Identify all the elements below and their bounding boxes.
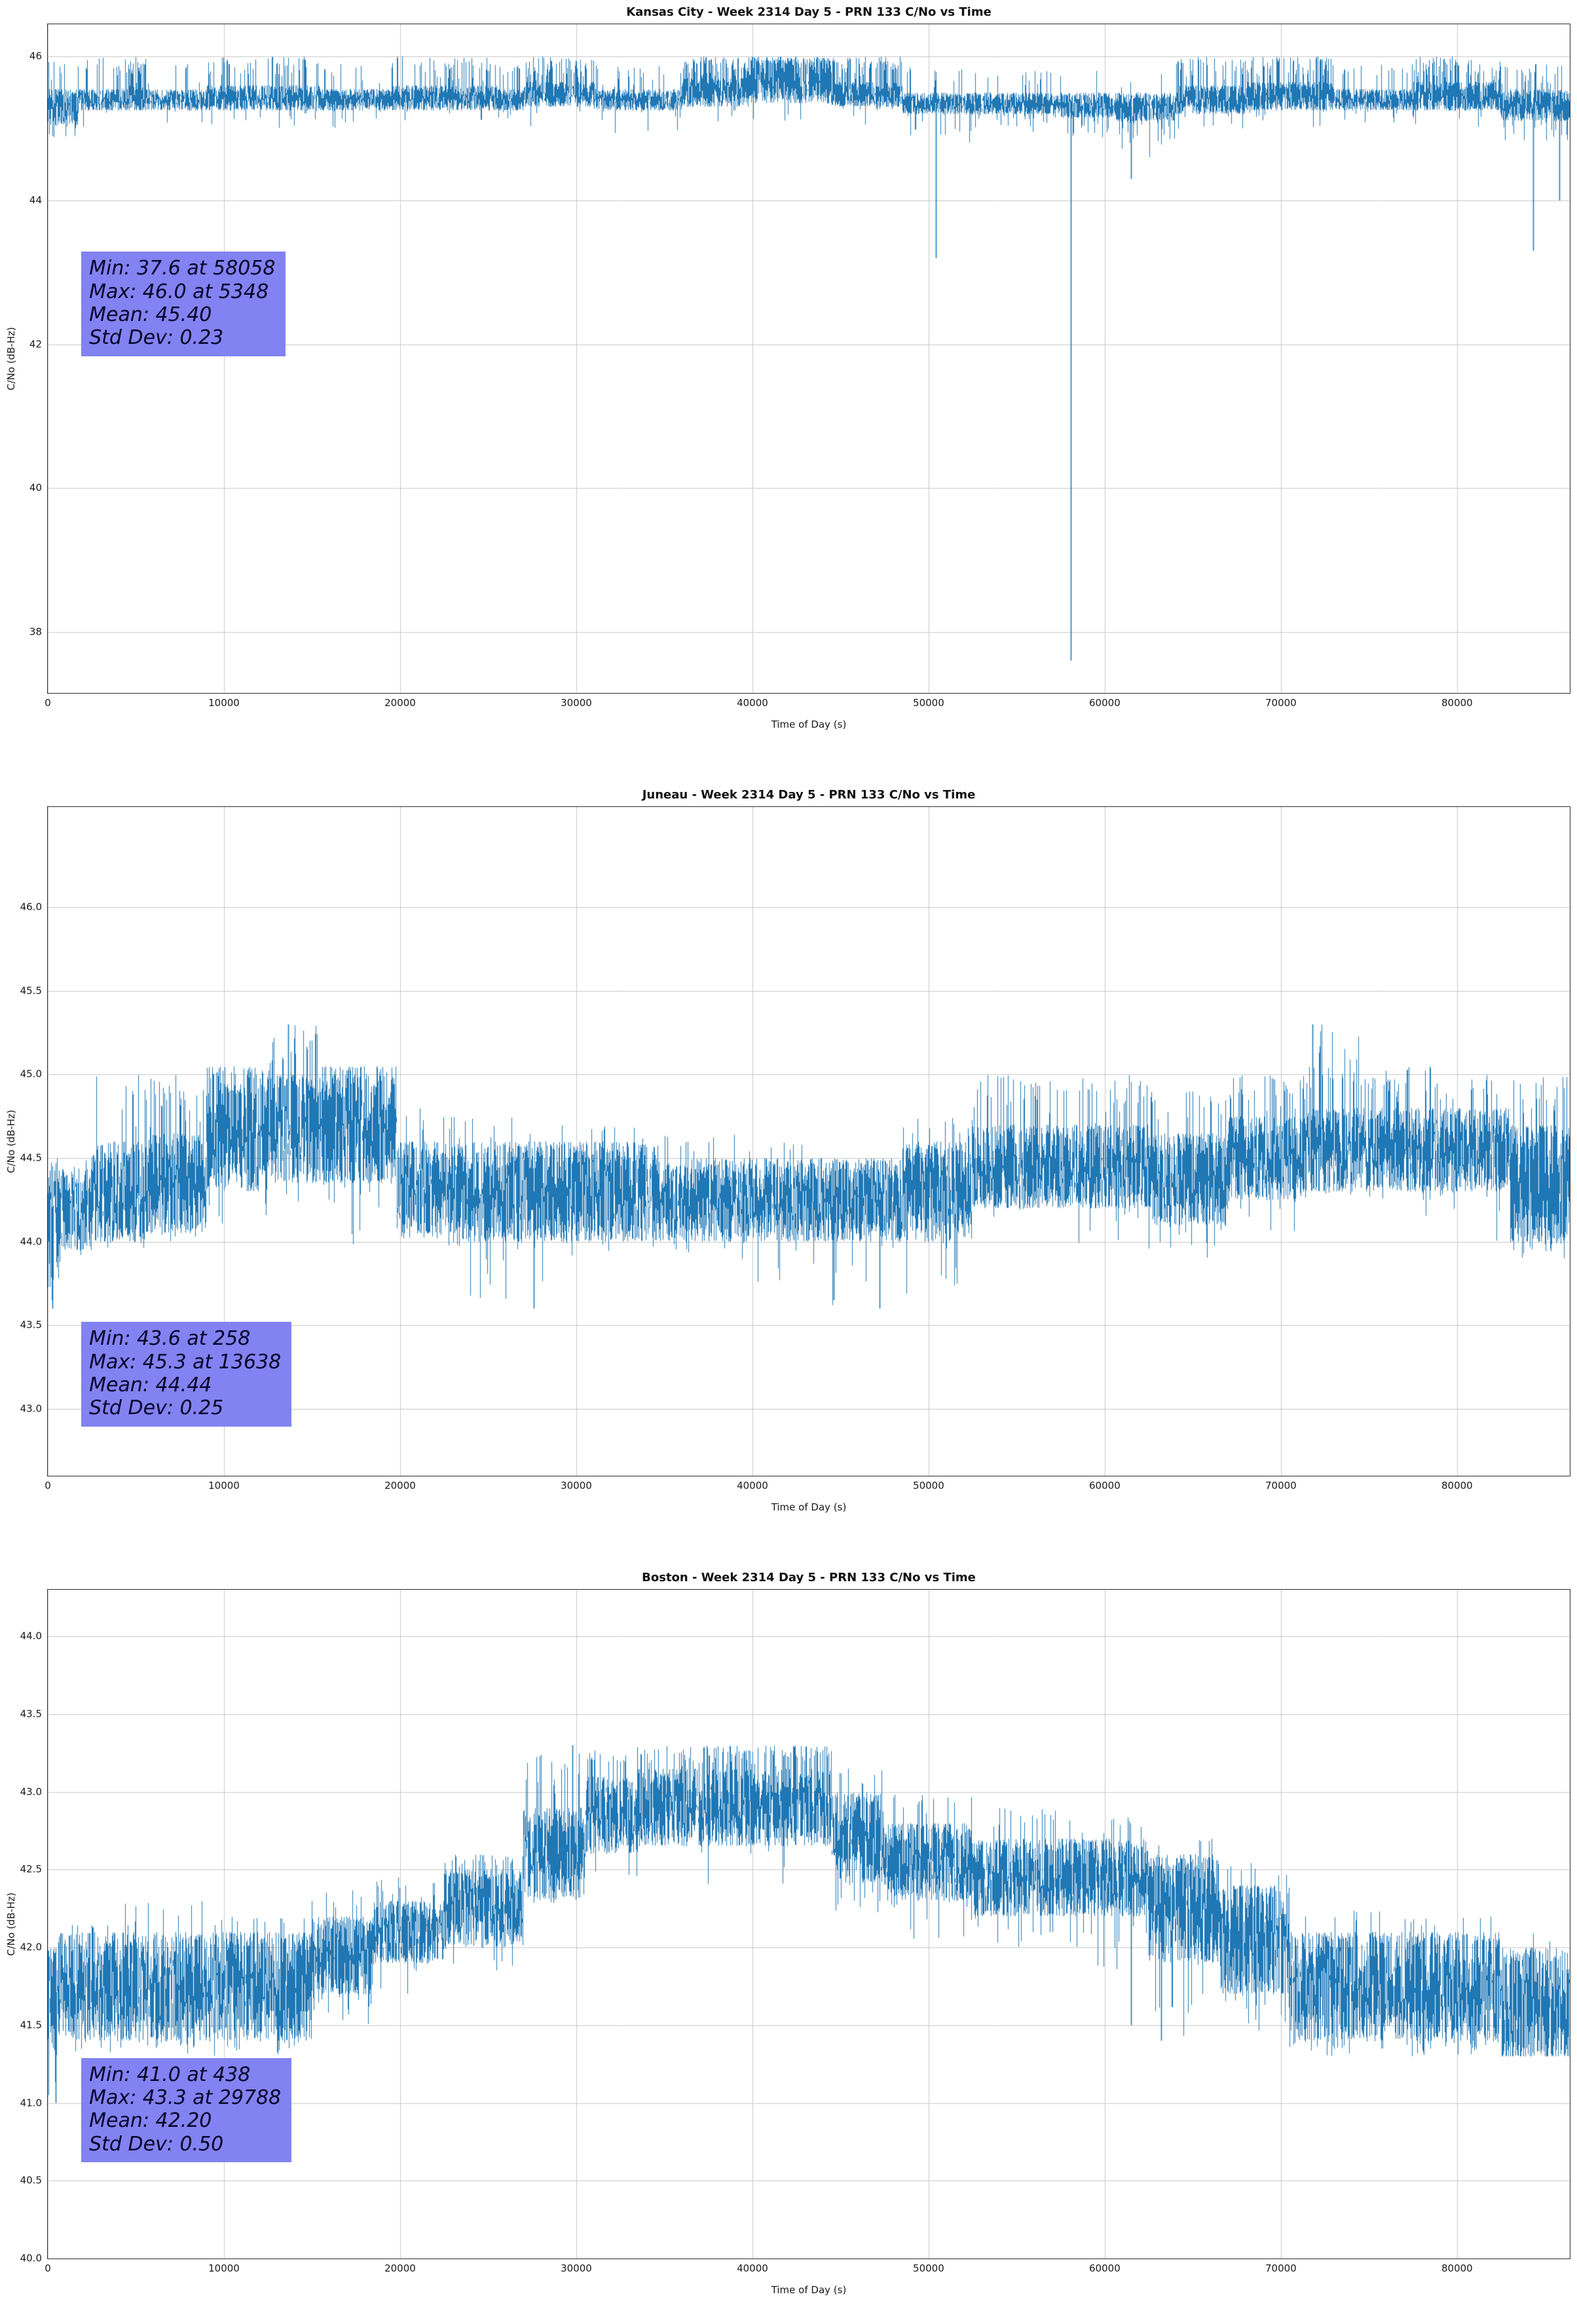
- xtick-label: 30000: [561, 1480, 592, 1491]
- ytick-label: 42.5: [20, 1863, 42, 1875]
- series-canvas: [48, 1590, 1570, 2258]
- series-canvas: [48, 24, 1570, 693]
- xtick-label: 20000: [384, 2262, 416, 2274]
- chart-juneau: Juneau - Week 2314 Day 5 - PRN 133 C/No …: [0, 787, 1577, 1524]
- ytick-label: 43.5: [20, 1708, 42, 1720]
- xtick-label: 0: [45, 697, 51, 709]
- xtick-label: 70000: [1265, 697, 1297, 709]
- ytick-label: 43.0: [20, 1402, 42, 1415]
- ytick-label: 44: [29, 194, 42, 206]
- xtick-label: 70000: [1265, 1480, 1297, 1491]
- xtick-label: 80000: [1441, 1480, 1473, 1491]
- xtick-label: 30000: [561, 2262, 592, 2274]
- xtick-label: 60000: [1089, 697, 1121, 709]
- chart-title: Boston - Week 2314 Day 5 - PRN 133 C/No …: [642, 1571, 976, 1584]
- ytick-label: 45.0: [20, 1068, 42, 1080]
- stat-mean: Mean: 45.40: [89, 303, 212, 326]
- plot-area: Min: 43.6 at 258 Max: 45.3 at 13638 Mean…: [20, 806, 1570, 1491]
- xtick-label: 0: [45, 2262, 51, 2274]
- ytick-label: 43.5: [20, 1319, 42, 1331]
- stat-std-dev: Std Dev: 0.23: [89, 326, 224, 350]
- y-axis-label: C/No (dB-Hz): [5, 1892, 17, 1956]
- stats-box: Min: 37.6 at 58058 Max: 46.0 at 5348 Mea…: [81, 252, 286, 356]
- y-axis-label: C/No (dB-Hz): [5, 1110, 17, 1173]
- chart-kansas-city: Kansas City - Week 2314 Day 5 - PRN 133 …: [0, 4, 1577, 741]
- ytick-label: 40.5: [20, 2174, 42, 2186]
- chart-title: Kansas City - Week 2314 Day 5 - PRN 133 …: [626, 5, 992, 19]
- ytick-label: 44.0: [20, 1630, 42, 1642]
- ytick-label: 42: [29, 338, 42, 350]
- xtick-label: 50000: [913, 2262, 944, 2274]
- xtick-label: 40000: [737, 2262, 768, 2274]
- ytick-label: 45.5: [20, 984, 42, 997]
- xtick-label: 50000: [913, 1480, 944, 1491]
- xtick-label: 0: [45, 1480, 51, 1491]
- stat-min: Min: 37.6 at 58058: [89, 257, 276, 280]
- chart-title: Juneau - Week 2314 Day 5 - PRN 133 C/No …: [642, 788, 976, 802]
- stat-min: Min: 43.6 at 258: [89, 1327, 251, 1351]
- stat-std-dev: Std Dev: 0.25: [89, 1396, 224, 1420]
- xtick-label: 10000: [208, 697, 240, 709]
- stat-std-dev: Std Dev: 0.50: [89, 2132, 224, 2156]
- x-axis-label: Time of Day (s): [771, 2284, 847, 2296]
- xtick-label: 10000: [208, 2262, 240, 2274]
- stat-mean: Mean: 42.20: [89, 2109, 212, 2133]
- plot-area: Min: 37.6 at 58058 Max: 46.0 at 5348 Mea…: [29, 24, 1570, 708]
- x-axis-label: Time of Day (s): [771, 719, 847, 730]
- xtick-label: 30000: [561, 697, 592, 709]
- x-axis-label: Time of Day (s): [771, 1501, 847, 1513]
- stat-min: Min: 41.0 at 438: [89, 2063, 251, 2086]
- xtick-label: 10000: [208, 1480, 240, 1491]
- stats-box: Min: 43.6 at 258 Max: 45.3 at 13638 Mean…: [81, 1322, 292, 1427]
- xtick-label: 80000: [1441, 2262, 1473, 2274]
- ytick-label: 46.0: [20, 901, 42, 913]
- xtick-label: 60000: [1089, 1480, 1121, 1491]
- xtick-label: 60000: [1089, 2262, 1121, 2274]
- series-canvas: [48, 807, 1570, 1476]
- ytick-label: 43.0: [20, 1786, 42, 1798]
- ytick-label: 42.0: [20, 1941, 42, 1953]
- y-axis-label: C/No (dB-Hz): [5, 327, 17, 390]
- xtick-label: 40000: [737, 697, 768, 709]
- xtick-label: 40000: [737, 1480, 768, 1491]
- stat-mean: Mean: 44.44: [89, 1373, 212, 1396]
- xtick-label: 80000: [1441, 697, 1473, 709]
- ytick-label: 40.0: [20, 2252, 42, 2264]
- stat-max: Max: 43.3 at 29788: [89, 2086, 282, 2110]
- stat-max: Max: 45.3 at 13638: [89, 1350, 282, 1374]
- stat-max: Max: 46.0 at 5348: [89, 280, 269, 303]
- ytick-label: 44.0: [20, 1235, 42, 1248]
- xtick-label: 20000: [384, 1480, 416, 1491]
- ytick-label: 44.5: [20, 1152, 42, 1164]
- chart-boston: Boston - Week 2314 Day 5 - PRN 133 C/No …: [0, 1569, 1577, 2306]
- xtick-label: 50000: [913, 697, 944, 709]
- ytick-label: 46: [29, 50, 42, 62]
- ytick-label: 41.5: [20, 2019, 42, 2031]
- xtick-label: 20000: [384, 697, 416, 709]
- ytick-label: 40: [29, 481, 42, 494]
- ytick-label: 38: [29, 626, 42, 638]
- xtick-label: 70000: [1265, 2262, 1297, 2274]
- stats-box: Min: 41.0 at 438 Max: 43.3 at 29788 Mean…: [81, 2057, 292, 2163]
- plot-area: Min: 41.0 at 438 Max: 43.3 at 29788 Mean…: [20, 1589, 1570, 2274]
- ytick-label: 41.0: [20, 2097, 42, 2109]
